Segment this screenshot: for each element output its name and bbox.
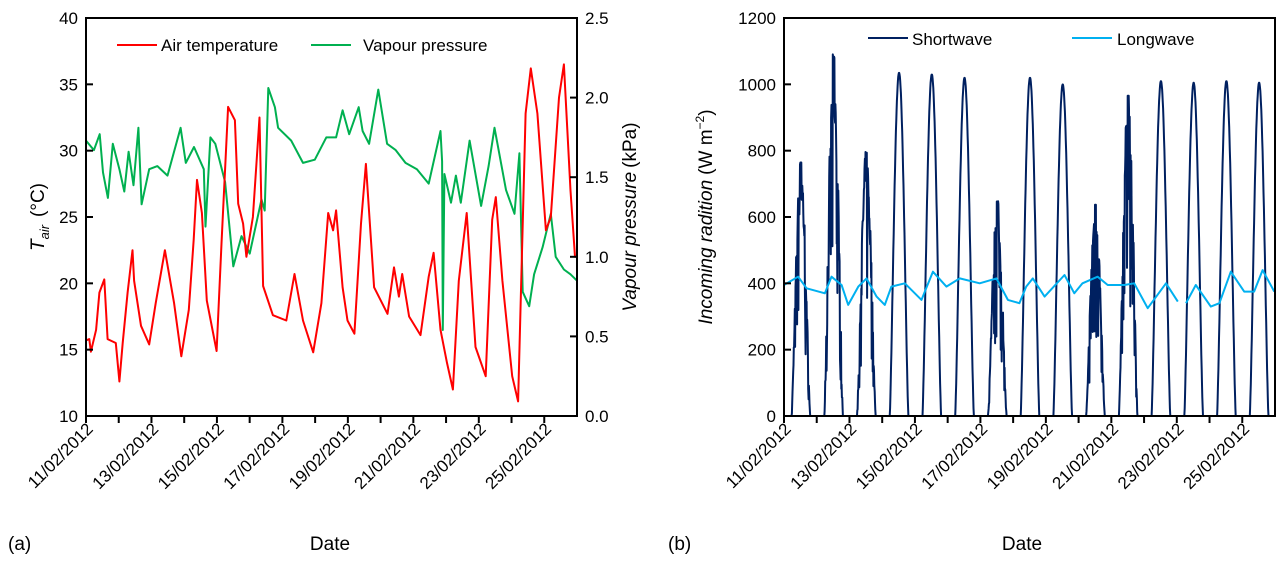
chart-a-series <box>85 63 578 403</box>
chart-a-y2-tick-label: 2.0 <box>585 89 609 108</box>
chart-a-y-tick-label: 35 <box>59 75 78 94</box>
chart-a-x-axis-title: Date <box>310 534 350 555</box>
chart-a-y-tick-label: 15 <box>59 341 78 360</box>
chart-a-y2-axis-title: Vapour pressure (kPa) <box>620 122 641 311</box>
chart-a-y2-tick-label: 1.5 <box>585 168 609 187</box>
chart-a-x-tick-label: 15/02/2012 <box>154 419 228 493</box>
chart-a: 11/02/201213/02/201215/02/201217/02/2012… <box>8 9 641 555</box>
chart-a-x-tick-label: 17/02/2012 <box>220 419 294 493</box>
chart-b-x-tick-label: 23/02/2012 <box>1114 419 1188 493</box>
chart-b-x-tick-label: 13/02/2012 <box>787 419 861 493</box>
chart-b: 11/02/201213/02/201215/02/201217/02/2012… <box>668 9 1276 555</box>
chart-a-y2-tick-label: 0.5 <box>585 327 609 346</box>
chart-a-y-tick-label: 10 <box>59 407 78 426</box>
series-shortwave-line <box>783 53 1276 417</box>
series-longwave-line <box>783 269 1276 310</box>
y-name: Incoming radition <box>696 180 717 325</box>
chart-a-y-tick-label: 40 <box>59 9 78 28</box>
chart-b-y-tick-label: 1000 <box>738 75 776 94</box>
chart-a-x-tick-label: 21/02/2012 <box>351 419 425 493</box>
y-unit-post: ) <box>696 109 717 115</box>
chart-b-y-tick-label: 0 <box>767 407 776 426</box>
chart-a-y2-tick-label: 1.0 <box>585 248 609 267</box>
chart-a-y-tick-label: 30 <box>59 142 78 161</box>
chart-a-x-tick-label: 11/02/2012 <box>24 419 97 492</box>
chart-a-y-axis-title: Tair (°C) <box>28 183 52 251</box>
series-air-temperature-line <box>85 63 577 403</box>
series-vapour-pressure-line <box>85 87 578 331</box>
chart-b-x-tick-label: 21/02/2012 <box>1049 419 1123 493</box>
chart-b-axes: 11/02/201213/02/201215/02/201217/02/2012… <box>722 9 1253 493</box>
legend-label-vapour-pressure: Vapour pressure <box>363 36 487 55</box>
chart-a-plot-frame <box>85 17 578 417</box>
legend-label-longwave: Longwave <box>1117 30 1195 49</box>
y-unit-pre: (W m <box>696 129 717 174</box>
chart-b-y-axis-title: Incoming radition (W m−2) <box>693 109 717 324</box>
chart-b-panel-label: (b) <box>668 534 691 555</box>
chart-b-y-tick-label: 400 <box>748 274 776 293</box>
legend-label-air-temperature: Air temperature <box>161 36 278 55</box>
y-symbol: T <box>28 238 49 251</box>
chart-b-legend: Shortwave Longwave <box>868 30 1195 49</box>
chart-b-y-tick-label: 800 <box>748 142 776 161</box>
chart-a-x-tick-label: 23/02/2012 <box>416 419 490 493</box>
chart-b-x-axis-title: Date <box>1002 534 1042 555</box>
chart-a-x-tick-label: 13/02/2012 <box>89 419 163 493</box>
chart-b-y-tick-label: 600 <box>748 208 776 227</box>
chart-a-x-tick-label: 19/02/2012 <box>285 419 359 493</box>
y2-name: Vapour pressure <box>620 172 641 312</box>
chart-b-x-tick-label: 11/02/2012 <box>722 419 795 492</box>
chart-a-y2-tick-label: 2.5 <box>585 9 609 28</box>
chart-a-y-tick-label: 20 <box>59 274 78 293</box>
chart-b-series <box>783 53 1276 417</box>
y-unit: (°C) <box>28 183 49 217</box>
y2-unit: (kPa) <box>620 122 641 167</box>
chart-a-legend: Air temperature Vapour pressure <box>117 36 487 55</box>
chart-a-x-tick-label: 25/02/2012 <box>481 419 555 493</box>
y-unit-sup: −2 <box>693 115 707 129</box>
chart-b-x-tick-label: 17/02/2012 <box>918 419 992 493</box>
chart-b-x-tick-label: 25/02/2012 <box>1179 419 1253 493</box>
legend-label-shortwave: Shortwave <box>912 30 992 49</box>
chart-a-panel-label: (a) <box>8 534 31 555</box>
chart-a-y2-tick-label: 0.0 <box>585 407 609 426</box>
chart-a-y-tick-label: 25 <box>59 208 78 227</box>
y-subscript: air <box>37 224 52 239</box>
chart-b-y-tick-label: 200 <box>748 341 776 360</box>
chart-b-y-tick-label: 1200 <box>738 9 776 28</box>
chart-b-x-tick-label: 19/02/2012 <box>983 419 1057 493</box>
chart-b-x-tick-label: 15/02/2012 <box>852 419 926 493</box>
